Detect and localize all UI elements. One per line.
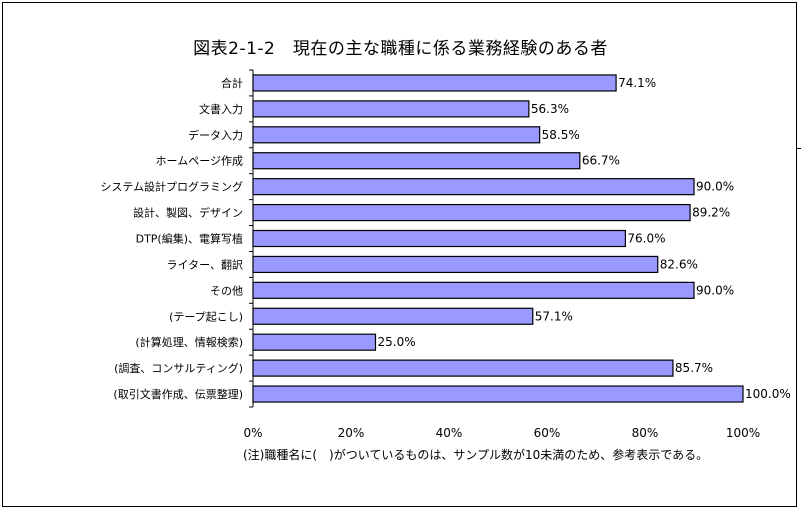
x-tick-label: 80% — [632, 426, 659, 440]
category-label: DTP(編集)、電算写植 — [136, 232, 243, 246]
x-tick-label: 40% — [436, 426, 463, 440]
data-label: 74.1% — [618, 76, 656, 90]
bar — [252, 178, 695, 196]
edge-tick-mark — [797, 148, 801, 149]
category-label: データ入力 — [188, 128, 243, 142]
bar — [252, 307, 534, 325]
x-tick-label: 100% — [726, 426, 760, 440]
bar — [252, 152, 581, 170]
data-label: 89.2% — [692, 206, 730, 220]
data-label: 66.7% — [582, 154, 620, 168]
footnote: (注)職種名に( )がついているものは、サンプル数が10未満のため、参考表示であ… — [243, 448, 709, 462]
x-tick-label: 20% — [338, 426, 365, 440]
bar — [252, 229, 626, 248]
category-label: 設計、製図、デザイン — [133, 206, 243, 220]
bar — [252, 385, 744, 403]
category-label: (取引文書作成、伝票整理) — [113, 387, 243, 401]
bar — [252, 100, 530, 118]
data-label: 85.7% — [675, 361, 713, 375]
data-label: 56.3% — [531, 102, 569, 116]
data-label: 90.0% — [696, 180, 734, 194]
data-label: 82.6% — [660, 257, 698, 271]
data-label: 25.0% — [378, 335, 416, 349]
category-label: (テープ起こし) — [169, 310, 243, 323]
bar — [252, 281, 695, 299]
category-label: 合計 — [221, 76, 243, 90]
bar — [252, 333, 377, 351]
data-label: 57.1% — [535, 309, 573, 323]
data-label: 90.0% — [696, 283, 734, 297]
bar — [252, 255, 659, 274]
category-label: ホームページ作成 — [156, 155, 243, 168]
chart-title: 図表2-1-2 現在の主な職種に係る業務経験のある者 — [193, 39, 608, 59]
x-tick-label: 60% — [534, 426, 561, 440]
bar — [252, 126, 541, 144]
bar — [252, 74, 617, 92]
data-label: 58.5% — [542, 128, 580, 142]
category-label: (調査、コンサルティング) — [114, 361, 243, 375]
data-label: 76.0% — [627, 232, 665, 246]
category-label: その他 — [210, 284, 243, 297]
category-label: ライター、翻訳 — [167, 257, 243, 271]
category-label: (計算処理、情報検索) — [135, 335, 243, 349]
data-label: 100.0% — [745, 387, 791, 401]
bar — [252, 203, 691, 222]
category-label: システム設計プログラミング — [100, 180, 243, 194]
bar — [252, 359, 674, 377]
category-label: 文書入力 — [199, 102, 243, 116]
x-tick-label: 0% — [243, 426, 262, 440]
